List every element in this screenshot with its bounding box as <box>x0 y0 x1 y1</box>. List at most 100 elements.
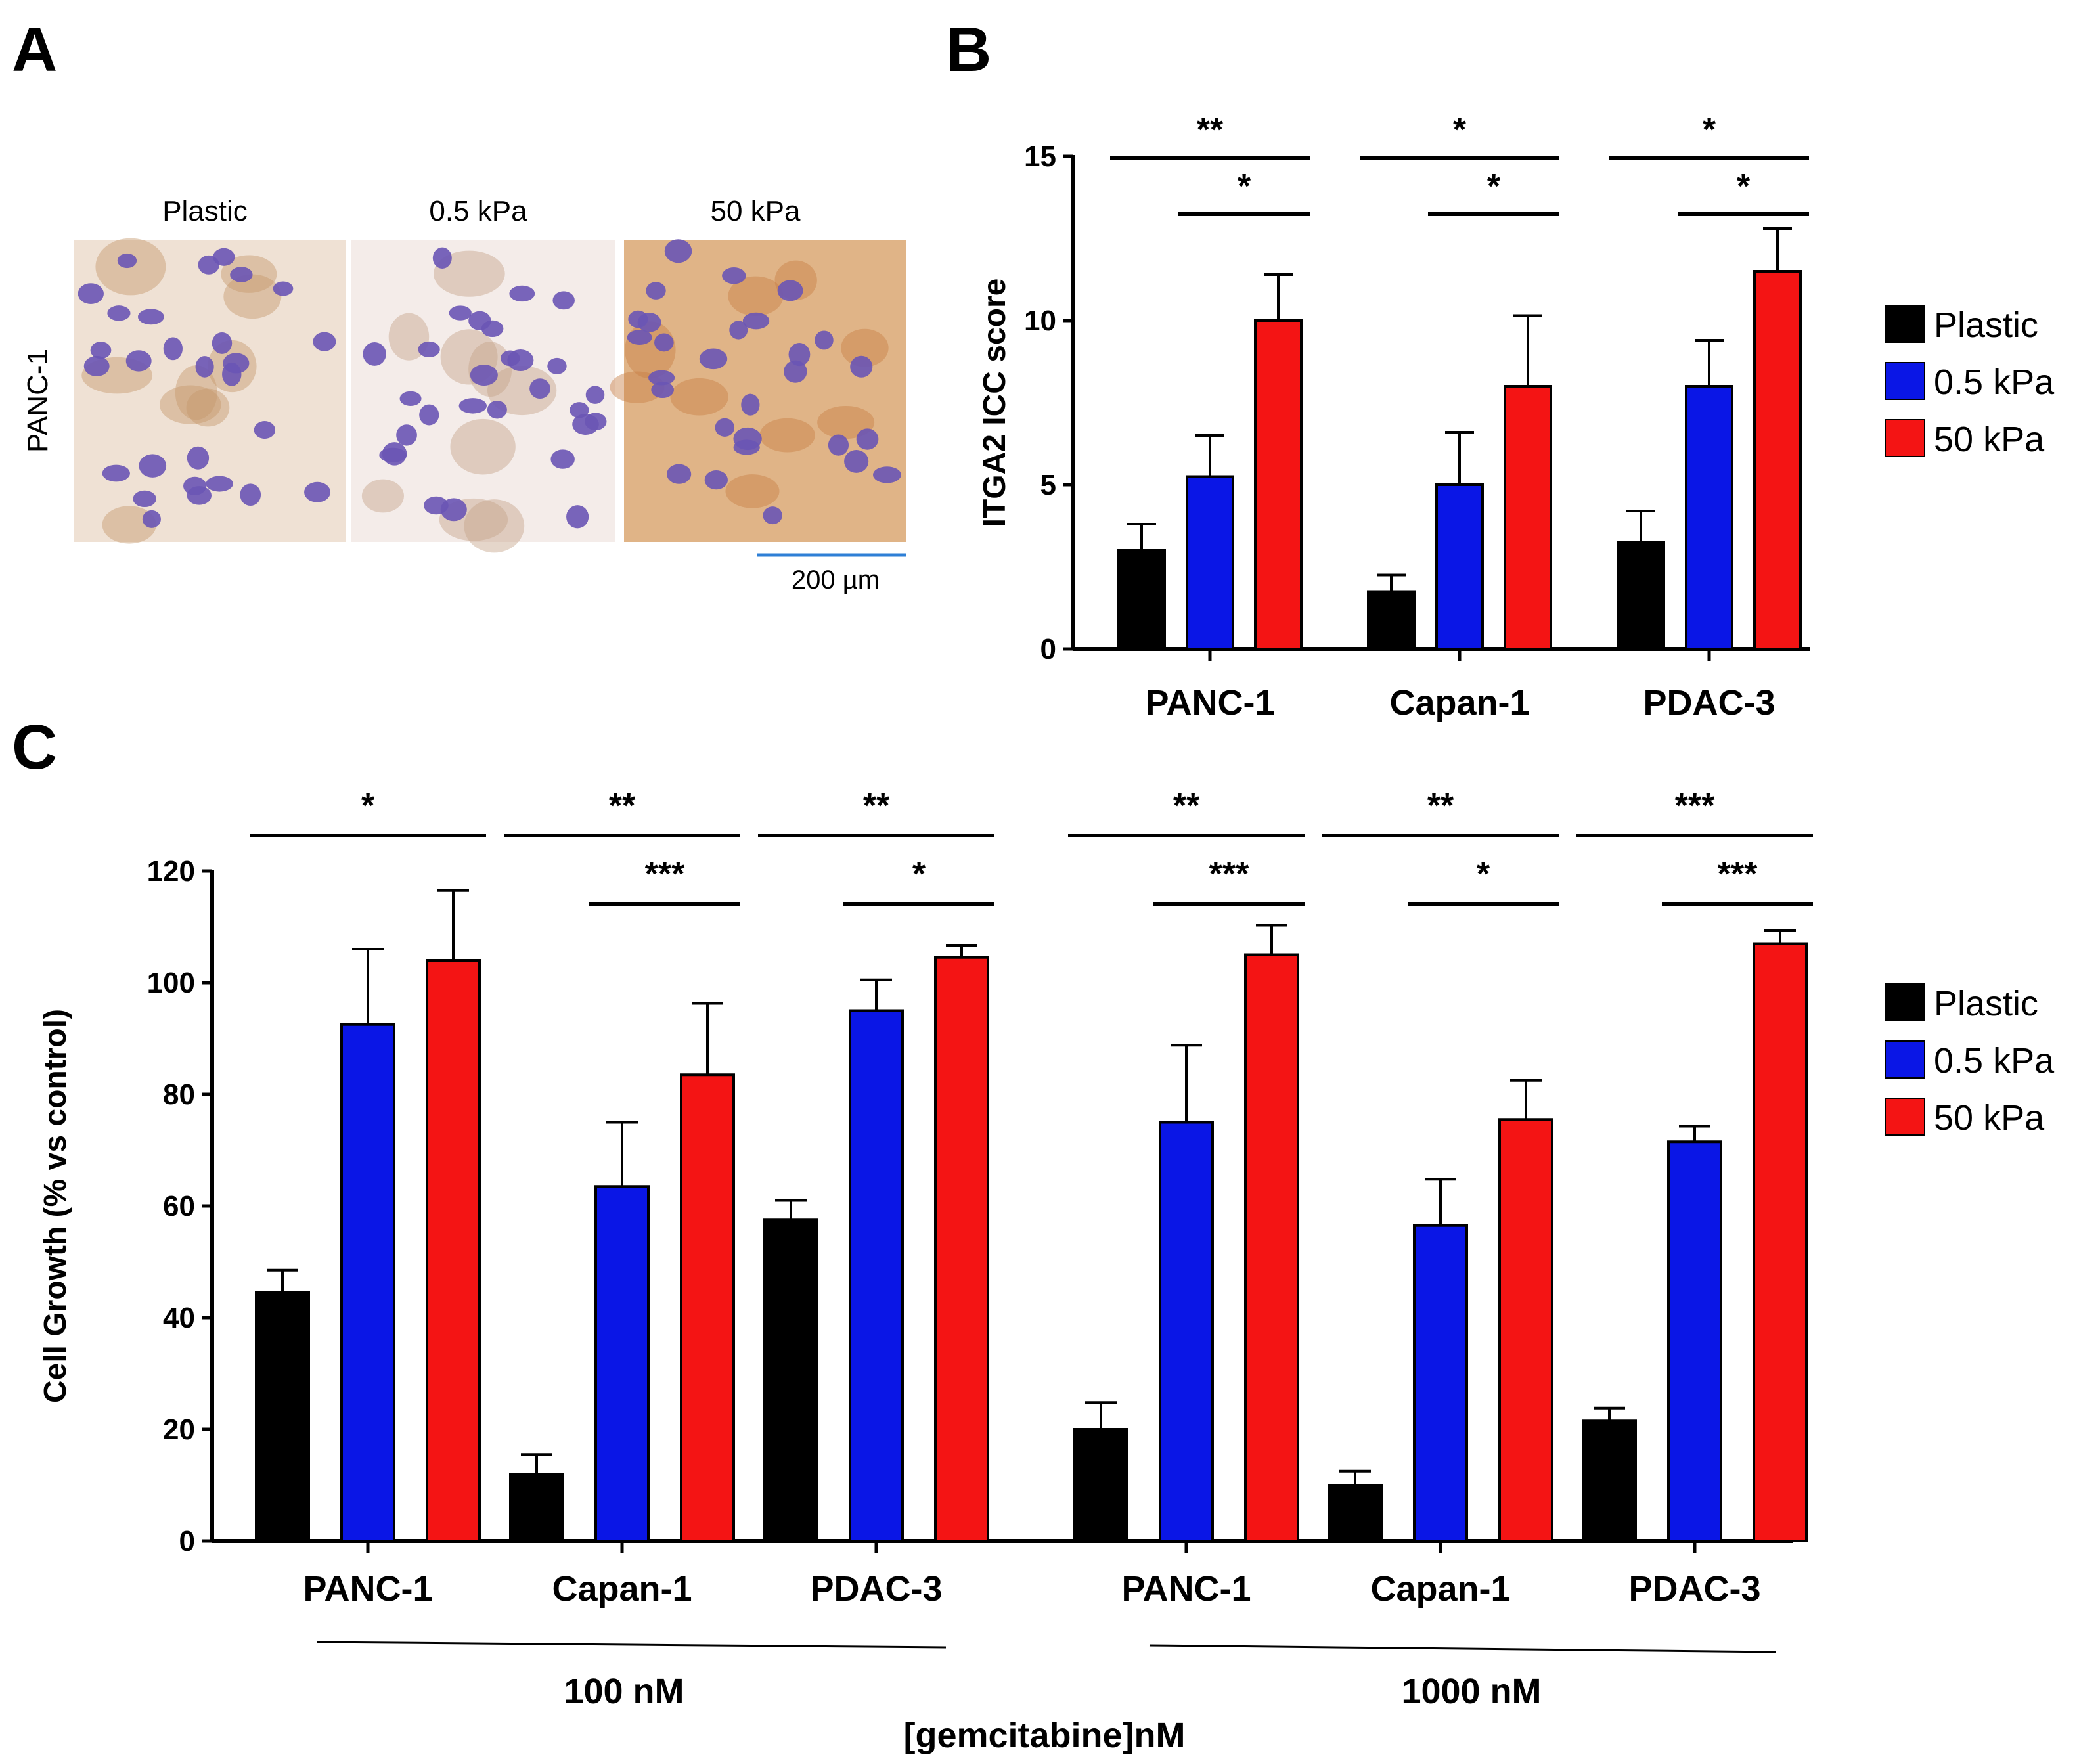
cell-nucleus <box>873 466 901 483</box>
bar-capan-1-50-kpa <box>1498 1118 1553 1542</box>
y-axis-title: ITGA2 ICC score <box>977 279 1012 527</box>
cell-nucleus <box>432 247 452 269</box>
cell-nucleus <box>850 355 873 378</box>
bar-panc-1-50-kpa <box>426 959 481 1542</box>
cytoplasm-patch <box>817 405 875 439</box>
cell-nucleus <box>856 428 879 450</box>
category-label-panc-1: PANC-1 <box>1121 1569 1251 1609</box>
panel-b-legend: Plastic 0.5 kPa 50 kPa <box>1885 305 2055 459</box>
legend-label-50-kpa: 50 kPa <box>1934 1098 2045 1138</box>
cell-nucleus <box>704 470 728 490</box>
y-tick-label: 15 <box>1024 141 1056 173</box>
cell-nucleus <box>487 401 507 419</box>
y-tick-label: 0 <box>179 1525 195 1557</box>
bar-pdac-3-50-kpa <box>1753 942 1808 1542</box>
legend-label-50-kpa: 50 kPa <box>1934 420 2045 459</box>
y-tick-label: 20 <box>163 1414 195 1446</box>
bar-panc-1-50-kpa <box>1244 953 1299 1542</box>
cell-nucleus <box>399 391 422 407</box>
cell-nucleus <box>102 464 130 482</box>
legend-label-0-5-kpa: 0.5 kPa <box>1934 1041 2055 1081</box>
category-label-capan-1: Capan-1 <box>1389 683 1529 723</box>
cytoplasm-patch <box>186 388 230 427</box>
category-label-pdac-3: PDAC-3 <box>1643 683 1775 723</box>
panel-a-letter: A <box>12 14 57 85</box>
y-tick-label: 0 <box>1040 633 1056 665</box>
bar-panc-1-plastic <box>255 1291 310 1542</box>
cell-nucleus <box>585 413 607 431</box>
cell-nucleus <box>550 449 575 469</box>
cell-nucleus <box>715 418 735 437</box>
significance-label: *** <box>645 855 685 893</box>
bar-capan-1-0-5-kpa <box>594 1185 650 1542</box>
cell-nucleus <box>396 424 417 446</box>
category-label-capan-1: Capan-1 <box>1370 1569 1510 1609</box>
bar-pdac-3-50-kpa <box>934 956 989 1542</box>
bar-pdac-3-0-5-kpa <box>1667 1140 1722 1542</box>
cell-nucleus <box>107 305 131 321</box>
significance-label: ** <box>609 787 636 825</box>
panel-c: C 0 20 40 60 80 100 120 Cell Growth (% vs contr… <box>12 712 2055 1755</box>
cell-nucleus <box>552 291 575 310</box>
cell-nucleus <box>137 309 164 325</box>
category-label-panc-1: PANC-1 <box>1145 683 1274 723</box>
panel-b-letter: B <box>946 14 991 85</box>
cell-nucleus <box>195 356 214 378</box>
cytoplasm-patch <box>159 385 221 424</box>
significance-label: ** <box>1197 111 1224 149</box>
bar-pdac-3-50-kpa <box>1753 270 1802 650</box>
cell-nucleus <box>699 348 728 370</box>
panel-c-legend: Plastic 0.5 kPa 50 kPa <box>1885 983 2055 1138</box>
bar-capan-1-plastic <box>1328 1484 1383 1542</box>
cell-nucleus <box>419 404 439 426</box>
y-tick-label: 120 <box>147 855 195 887</box>
cell-nucleus <box>78 283 104 304</box>
cell-nucleus <box>212 332 233 354</box>
micrograph-plastic <box>74 238 346 544</box>
cytoplasm-patch <box>670 378 728 416</box>
cell-nucleus <box>651 381 674 399</box>
cell-nucleus <box>304 481 331 502</box>
cell-nucleus <box>418 341 440 358</box>
cell-nucleus <box>763 506 782 525</box>
panel-b: B 0 5 10 15 ITGA2 ICC score PANC-1 Capan-1 PDAC… <box>946 14 2055 723</box>
cell-nucleus <box>187 446 210 470</box>
cell-nucleus <box>83 355 110 376</box>
bar-capan-1-50-kpa <box>680 1073 735 1542</box>
cell-nucleus <box>206 476 233 492</box>
cell-nucleus <box>729 321 748 340</box>
cytoplasm-patch <box>434 250 505 297</box>
cell-nucleus <box>585 386 605 404</box>
significance-label: * <box>1238 167 1251 206</box>
cytoplasm-patch <box>450 418 516 475</box>
cell-nucleus <box>458 398 487 414</box>
significance-label: ** <box>1427 787 1454 825</box>
cell-nucleus <box>240 483 261 506</box>
bar-capan-1-plastic <box>509 1473 564 1542</box>
bar-panc-1-0-5-kpa <box>340 1023 395 1542</box>
cell-nucleus <box>637 313 661 332</box>
cell-nucleus <box>440 498 467 522</box>
cell-nucleus <box>187 486 212 505</box>
category-label-capan-1: Capan-1 <box>552 1569 692 1609</box>
micrograph-soft-background <box>351 240 615 542</box>
y-tick-label: 60 <box>163 1190 195 1222</box>
cell-nucleus <box>142 510 161 528</box>
bar-panc-1-plastic <box>1073 1428 1128 1542</box>
bar-capan-1-50-kpa <box>1504 385 1552 650</box>
bar-capan-1-0-5-kpa <box>1435 483 1484 650</box>
panel-a: A PANC-1 Plastic 0.5 kPa 50 kPa 200 µm <box>12 14 906 594</box>
significance-label: * <box>1453 111 1467 149</box>
legend-swatch-plastic <box>1885 305 1925 343</box>
cytoplasm-patch <box>223 274 282 319</box>
cell-nucleus <box>784 360 807 383</box>
y-axis-title: Cell Growth (% vs control) <box>38 1009 73 1403</box>
significance-label: * <box>1477 855 1490 893</box>
legend-label-plastic: Plastic <box>1934 305 2038 345</box>
panel-b-chart: 0 5 10 15 ITGA2 ICC score PANC-1 Capan-1 PDAC-3… <box>977 111 1810 723</box>
cell-nucleus <box>566 505 589 529</box>
cytoplasm-patch <box>841 328 889 367</box>
micrograph-soft <box>351 240 615 553</box>
group-label-1000nm: 1000 nM <box>1401 1672 1541 1711</box>
cell-nucleus <box>547 357 567 374</box>
